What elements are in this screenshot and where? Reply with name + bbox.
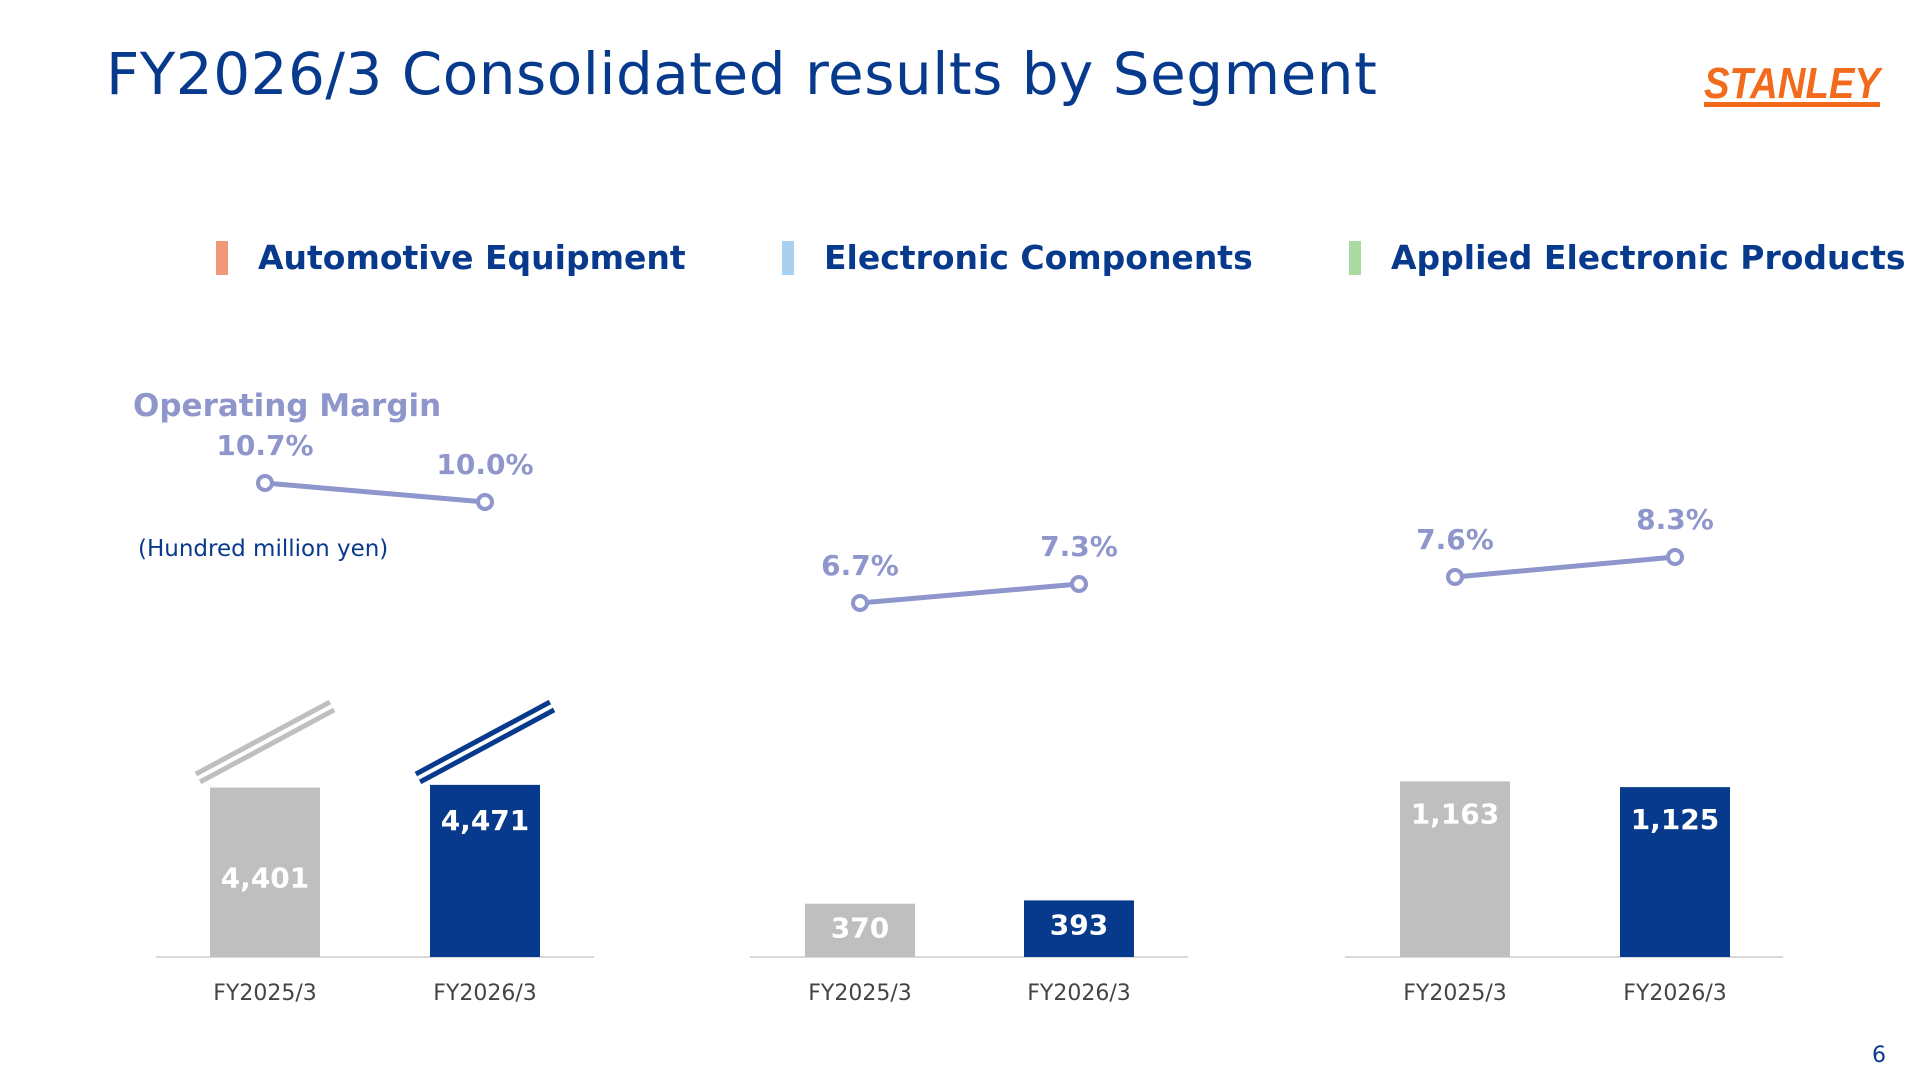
tick-label: FY2026/3: [1623, 981, 1727, 1006]
logo-underline: [1704, 102, 1880, 107]
bar-value-label: 4,401: [221, 862, 310, 895]
margin-line: [264, 480, 486, 505]
unit-label: (Hundred million yen): [138, 536, 388, 562]
segment-header-applied-electronic: Applied Electronic Products: [1349, 238, 1906, 277]
margin-point: [1666, 548, 1684, 566]
segment-marker: [782, 240, 794, 275]
bar-value-label: 1,163: [1411, 797, 1500, 830]
margin-value-label: 7.3%: [1040, 530, 1118, 563]
tick-label: FY2026/3: [433, 981, 537, 1006]
segment-header-electronic-components: Electronic Components: [782, 238, 1253, 277]
segment-title: Automotive Equipment: [258, 238, 686, 277]
axis-break-mark: [197, 704, 333, 780]
bar-value-label: 370: [831, 912, 889, 945]
margin-value-label: 8.3%: [1636, 503, 1714, 536]
margin-point: [476, 493, 494, 511]
margin-point: [256, 474, 274, 492]
segment-marker: [1349, 240, 1361, 275]
axis-break-mark: [417, 704, 553, 780]
bar-FY2025/3: [210, 787, 320, 957]
tick-label: FY2025/3: [1403, 981, 1507, 1006]
page-title: FY2026/3 Consolidated results by Segment: [106, 40, 1378, 108]
segment-title: Applied Electronic Products: [1391, 238, 1906, 277]
segment-header-automotive: Automotive Equipment: [216, 238, 686, 277]
net-sales-label: Net sales: [214, 599, 316, 624]
margin-value-label: 10.0%: [436, 448, 533, 481]
tick-label: FY2026/3: [1027, 981, 1131, 1006]
bar-FY2026/3: [1024, 900, 1134, 957]
margin-point: [851, 594, 869, 612]
operating-margin-label: Operating Margin: [133, 388, 441, 424]
margin-value-label: 7.6%: [1416, 523, 1494, 556]
margin-value-label: 6.7%: [821, 549, 899, 582]
margin-line: [1454, 554, 1676, 580]
bar-value-label: 4,471: [441, 804, 530, 837]
logo-text: STANLEY: [1704, 59, 1883, 108]
segment-marker: [216, 240, 228, 275]
margin-line: [859, 581, 1080, 606]
margin-point: [1446, 568, 1464, 586]
stanley-logo: STANLEY: [1704, 59, 1883, 108]
bar-FY2026/3: [430, 784, 540, 957]
bar-value-label: 393: [1050, 908, 1108, 941]
bar-FY2025/3: [1400, 781, 1510, 957]
segment-title: Electronic Components: [824, 238, 1253, 277]
bar-FY2025/3: [805, 903, 915, 957]
margin-point: [1070, 575, 1088, 593]
margin-value-label: 10.7%: [216, 429, 313, 462]
tick-label: FY2025/3: [213, 981, 317, 1006]
tick-label: FY2025/3: [808, 981, 912, 1006]
page-number: 6: [1872, 1043, 1886, 1068]
bar-value-label: 1,125: [1631, 803, 1720, 836]
bar-FY2026/3: [1620, 787, 1730, 957]
